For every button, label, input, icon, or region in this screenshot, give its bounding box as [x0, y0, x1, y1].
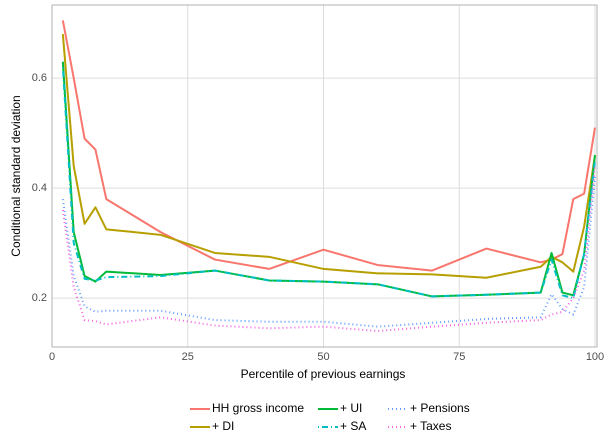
legend-label: HH gross income: [212, 401, 304, 415]
legend-label: + SA: [340, 419, 366, 433]
y-axis-label: Conditional standard deviation: [9, 95, 23, 256]
x-tick-label: 75: [453, 351, 465, 363]
series-line: [61, 67, 596, 300]
x-tick-label: 100: [586, 351, 604, 363]
x-tick-label: 50: [317, 351, 329, 363]
y-tick-label: 0.2: [32, 292, 47, 304]
x-tick-label: 0: [49, 351, 55, 363]
x-axis-label: Percentile of previous earnings: [241, 367, 406, 381]
series-line: [61, 177, 596, 328]
y-tick-label: 0.4: [32, 182, 47, 194]
series-line: [61, 34, 596, 279]
legend-label: + Taxes: [410, 419, 451, 433]
series-line: [61, 165, 596, 333]
x-tick-label: 25: [182, 351, 194, 363]
legend-label: + Pensions: [410, 401, 470, 415]
series-line: [61, 20, 596, 272]
legend-label: + UI: [340, 401, 362, 415]
series-line: [61, 61, 596, 298]
plot-border: [51, 4, 598, 348]
legend-label: + DI: [212, 419, 234, 433]
y-tick-label: 0.6: [32, 72, 47, 84]
